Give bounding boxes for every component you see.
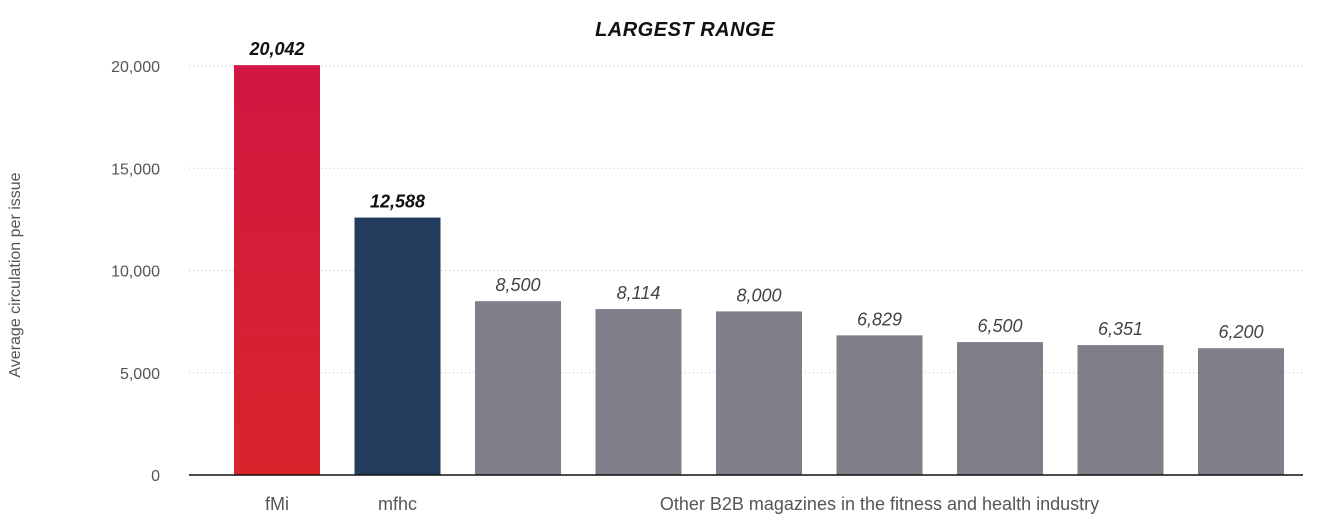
- y-tick-label: 5,000: [120, 366, 160, 383]
- x-category-label: mfhc: [378, 494, 417, 514]
- bar-value-label: 12,588: [370, 192, 425, 212]
- y-tick-label: 20,000: [111, 59, 160, 76]
- y-tick-label: 10,000: [111, 264, 160, 281]
- bar-value-label: 20,042: [248, 39, 304, 59]
- bar-value-label: 6,200: [1218, 322, 1263, 342]
- bar-value-label: 8,500: [495, 275, 540, 295]
- bar-5: [716, 311, 802, 475]
- bar-value-label: 8,114: [617, 283, 661, 303]
- bars: [234, 65, 1284, 476]
- x-category-label: Other B2B magazines in the fitness and h…: [660, 494, 1099, 514]
- bar-value-label: 6,829: [857, 309, 902, 329]
- chart-title: LARGEST RANGE: [595, 19, 775, 41]
- bar-4: [595, 309, 682, 475]
- y-tick-label: 0: [151, 468, 160, 485]
- x-axis-categories: fMi mfhc Other B2B magazines in the fitnes…: [265, 494, 1099, 514]
- bar-6: [836, 335, 923, 475]
- bar-9: [1198, 348, 1284, 475]
- y-axis-label: Average circulation per issue: [7, 172, 24, 377]
- bar-value-label: 8,000: [736, 285, 781, 305]
- bar-1: [234, 65, 320, 475]
- bar-2: [354, 217, 441, 476]
- bar-3: [475, 301, 561, 475]
- y-tick-label: 15,000: [111, 161, 160, 178]
- y-axis-ticks: 0 5,000 10,000 15,000 20,000: [111, 59, 160, 485]
- bar-value-label: 6,500: [977, 316, 1022, 336]
- value-labels: 20,042 12,588 8,500 8,114 8,000 6,829 6,500 6,3…: [248, 39, 1263, 342]
- x-category-label: fMi: [265, 494, 289, 514]
- bar-7: [957, 342, 1043, 475]
- bar-8: [1077, 345, 1164, 475]
- bar-value-label: 6,351: [1098, 319, 1143, 339]
